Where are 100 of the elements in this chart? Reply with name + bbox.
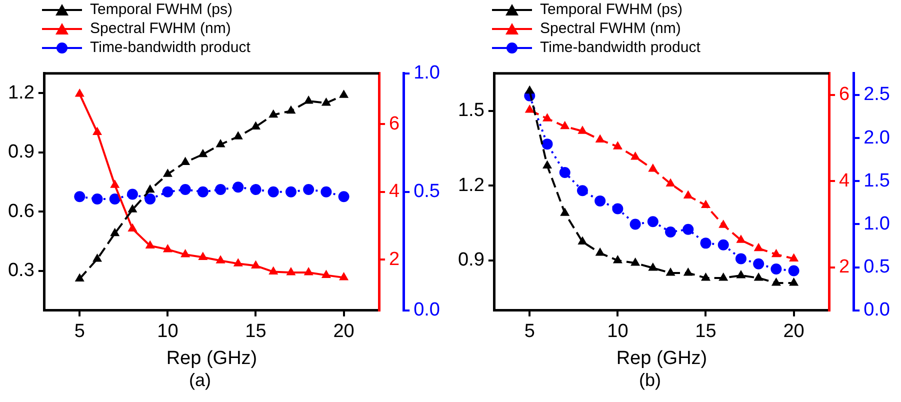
legend-label: Temporal FWHM (ps) [540, 0, 683, 19]
point [180, 249, 190, 258]
point [612, 255, 622, 264]
point [339, 90, 349, 98]
point [665, 226, 676, 238]
point [700, 272, 711, 281]
y-tick-label: 1.5 [458, 100, 484, 122]
point [770, 264, 782, 275]
text: (b) [638, 370, 662, 391]
y2-tick-label: 4 [389, 181, 400, 202]
point [560, 120, 570, 130]
legend-label: Temporal FWHM (ps) [90, 0, 233, 19]
y3-tick-label: 1.0 [864, 213, 890, 234]
point [286, 105, 296, 114]
y2-tick-label: 6 [389, 113, 400, 134]
y-tick-label: 0.9 [8, 142, 34, 163]
point [612, 203, 624, 214]
point [286, 266, 296, 276]
point [321, 270, 331, 278]
point [524, 85, 534, 94]
point [109, 194, 120, 205]
point [595, 134, 605, 143]
point [524, 104, 534, 113]
point [215, 184, 226, 196]
point [321, 98, 331, 106]
point [559, 167, 570, 178]
point [753, 258, 764, 270]
point [304, 266, 314, 276]
y2-tick-label: 4 [839, 170, 850, 192]
point [594, 195, 606, 206]
point [788, 265, 800, 276]
point [595, 248, 605, 256]
point [162, 168, 172, 177]
point [250, 121, 261, 130]
x-tick-label: 20 [783, 321, 804, 342]
point [268, 109, 278, 118]
point [700, 200, 711, 208]
point [700, 238, 712, 249]
point [233, 131, 243, 140]
point [718, 272, 728, 281]
y3-tick-label: 1.5 [864, 170, 890, 192]
point [576, 185, 588, 196]
y3-tick-label: 2.5 [864, 84, 890, 106]
point [145, 240, 155, 248]
y3-tick-label: 2.0 [864, 127, 890, 148]
point [771, 277, 781, 286]
y-tick-label: 0.3 [8, 260, 34, 282]
y3-tick-label: 0.0 [864, 300, 890, 321]
point [128, 204, 138, 212]
point [648, 262, 658, 271]
point [285, 186, 296, 198]
x-tick-label: 10 [157, 321, 178, 342]
y-tick-label: 0.9 [458, 250, 484, 271]
point [180, 184, 191, 196]
point [320, 186, 332, 198]
point [197, 186, 208, 198]
y3-tick-label: 1.0 [414, 62, 440, 84]
x-tick-label: 5 [74, 321, 85, 342]
point [232, 182, 244, 193]
x-tick-label: 15 [695, 321, 716, 342]
y3-tick-label: 0.5 [414, 181, 440, 202]
x-tick-label: 10 [607, 321, 628, 342]
point [92, 194, 103, 205]
point [268, 266, 278, 275]
x-axis-title: Rep (GHz) [616, 348, 708, 369]
point [92, 254, 102, 262]
point [754, 272, 764, 281]
y-tick-label: 1.2 [8, 82, 34, 104]
point [683, 267, 693, 276]
point [683, 190, 693, 199]
point [74, 273, 84, 282]
point [74, 88, 84, 97]
point [630, 151, 640, 160]
point [126, 188, 138, 200]
point [736, 234, 746, 243]
legend-label: Time-bandwidth product [90, 38, 250, 57]
point [666, 178, 676, 186]
legend-label: Time-bandwidth product [540, 38, 700, 57]
point [92, 126, 102, 136]
y-tick-label: 1.2 [458, 174, 484, 196]
point [648, 164, 658, 172]
point [542, 160, 552, 168]
point [198, 148, 208, 158]
point [268, 186, 279, 198]
point [339, 272, 349, 280]
point [303, 184, 314, 196]
point [560, 208, 570, 216]
x-axis-title: Rep (GHz) [166, 348, 258, 369]
point [198, 252, 208, 260]
point [110, 180, 120, 188]
point [233, 258, 243, 266]
x-tick-label: 20 [333, 321, 354, 342]
point [578, 236, 588, 245]
point [180, 156, 190, 166]
y2-tick-label: 2 [839, 256, 850, 278]
point [789, 253, 799, 262]
point [630, 218, 641, 230]
point [682, 224, 694, 235]
point [578, 126, 588, 134]
point [216, 255, 226, 264]
